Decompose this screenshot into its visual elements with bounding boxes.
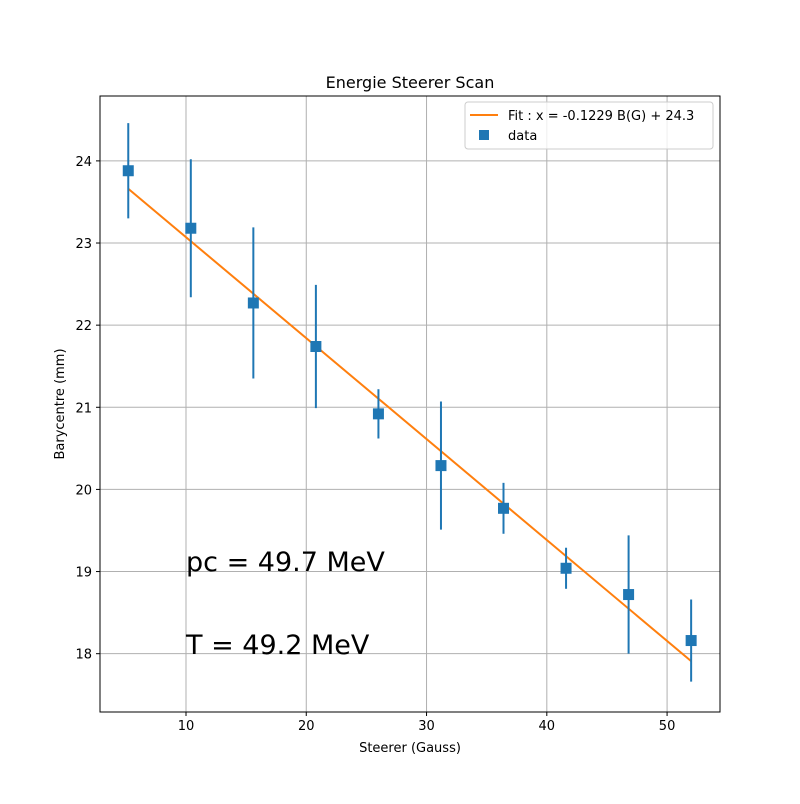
annotation-pc: pc = 49.7 MeV bbox=[186, 547, 385, 578]
fit-line bbox=[127, 187, 692, 662]
y-tick-label: 18 bbox=[75, 648, 92, 663]
x-axis-label: Steerer (Gauss) bbox=[359, 741, 461, 756]
annotation-t: T = 49.2 MeV bbox=[185, 630, 370, 661]
marks bbox=[122, 123, 697, 682]
legend-box bbox=[464, 101, 714, 150]
x-tick-label: 10 bbox=[178, 719, 195, 734]
data-point bbox=[310, 341, 322, 353]
legend-data-label: data bbox=[508, 129, 537, 144]
y-tick-label: 22 bbox=[75, 319, 92, 334]
data-point bbox=[498, 502, 510, 514]
x-tick-label: 30 bbox=[418, 719, 435, 734]
legend: Fit : x = -0.1229 B(G) + 24.3 data bbox=[464, 101, 714, 150]
y-tick-label: 20 bbox=[75, 483, 92, 498]
data-point bbox=[685, 635, 697, 647]
data-point bbox=[372, 408, 384, 420]
legend-fit-label: Fit : x = -0.1229 B(G) + 24.3 bbox=[508, 109, 694, 124]
data-point bbox=[435, 460, 447, 472]
ticks: 10 20 30 40 50 18 19 20 21 22 23 24 bbox=[75, 155, 675, 734]
plot-frame bbox=[99, 95, 721, 713]
data-point bbox=[122, 165, 134, 177]
y-tick-label: 19 bbox=[75, 566, 92, 581]
data-point bbox=[185, 222, 197, 234]
grid bbox=[100, 96, 720, 712]
legend-data-swatch bbox=[479, 130, 489, 140]
x-tick-label: 50 bbox=[659, 719, 676, 734]
y-tick-label: 24 bbox=[75, 155, 92, 170]
y-tick-label: 21 bbox=[75, 401, 92, 416]
x-tick-label: 20 bbox=[298, 719, 315, 734]
data-point bbox=[247, 297, 259, 309]
y-tick-label: 23 bbox=[75, 237, 92, 252]
data-point bbox=[560, 562, 572, 574]
chart-title: Energie Steerer Scan bbox=[326, 73, 495, 92]
data-point bbox=[623, 589, 635, 601]
x-tick-label: 40 bbox=[539, 719, 556, 734]
y-axis-label: Barycentre (mm) bbox=[53, 348, 68, 459]
